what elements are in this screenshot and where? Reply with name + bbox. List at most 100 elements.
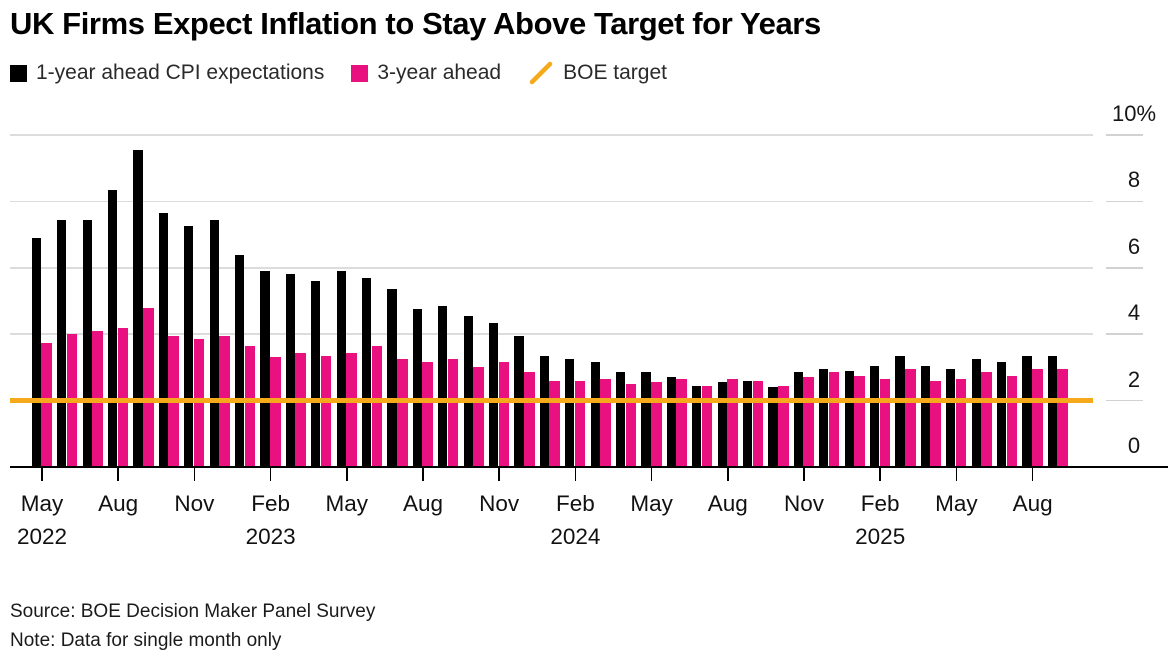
bar-3yr-2023-05 bbox=[346, 352, 357, 467]
bar-1yr-2023-02 bbox=[260, 271, 270, 467]
x-axis-tick-2024-05 bbox=[650, 468, 653, 481]
bar-3yr-2023-02 bbox=[269, 357, 281, 467]
bar-1yr-2025-09 bbox=[1047, 355, 1057, 467]
x-axis-year-label-2025: 2025 bbox=[855, 524, 906, 549]
bar-3yr-2022-05 bbox=[41, 342, 52, 467]
boe-target-slash-icon bbox=[529, 61, 553, 85]
y-axis-label-8: 8 bbox=[1127, 167, 1141, 193]
y-axis-tick-2 bbox=[1106, 399, 1143, 402]
bar-1yr-2023-10 bbox=[463, 315, 473, 467]
x-axis-label-2024-11: Nov bbox=[783, 491, 824, 516]
source-text: Source: BOE Decision Maker Panel Survey bbox=[10, 601, 376, 622]
bar-3yr-2023-04 bbox=[320, 355, 332, 467]
x-axis-label-2024-08: Aug bbox=[707, 491, 748, 516]
bar-3yr-2022-08 bbox=[117, 327, 129, 467]
bar-1yr-2025-04 bbox=[920, 365, 930, 467]
y-axis-tick-4 bbox=[1106, 333, 1143, 335]
bar-1yr-2025-02 bbox=[869, 365, 880, 467]
bar-1yr-2025-03 bbox=[895, 355, 905, 467]
bar-3yr-2023-11 bbox=[498, 362, 510, 467]
x-axis-tick-2023-11 bbox=[498, 468, 500, 481]
x-axis-tick-2023-05 bbox=[346, 468, 348, 481]
x-axis-label-2025-02: Feb bbox=[860, 491, 900, 516]
bar-3yr-2023-09 bbox=[447, 359, 459, 467]
bar-3yr-2024-01 bbox=[549, 380, 560, 467]
x-axis-tick-2023-02 bbox=[269, 468, 272, 481]
bar-3yr-2023-12 bbox=[523, 372, 535, 467]
bar-1yr-2022-11 bbox=[184, 226, 194, 467]
bar-1yr-2023-04 bbox=[311, 281, 321, 467]
y-axis-label-0: 0 bbox=[1127, 433, 1141, 458]
bar-1yr-2024-10 bbox=[768, 387, 778, 467]
x-axis-label-2025-08: Aug bbox=[1012, 491, 1053, 516]
bar-1yr-2023-09 bbox=[438, 306, 448, 467]
bar-3yr-2023-10 bbox=[473, 367, 484, 467]
bar-1yr-2023-01 bbox=[234, 254, 245, 467]
bar-3yr-2025-05 bbox=[955, 379, 967, 467]
y-axis-tick-8 bbox=[1106, 200, 1143, 203]
x-axis-year-label-2023: 2023 bbox=[245, 524, 296, 549]
bar-1yr-2024-08 bbox=[717, 382, 727, 467]
gridline-10 bbox=[10, 134, 1093, 136]
x-axis-tick-2022-11 bbox=[193, 468, 196, 481]
x-axis-label-2024-02: Feb bbox=[556, 491, 595, 516]
bar-3yr-2023-08 bbox=[422, 362, 433, 467]
bar-1yr-2024-12 bbox=[819, 369, 829, 467]
bar-1yr-2022-10 bbox=[158, 213, 168, 467]
y-axis-tick-6 bbox=[1106, 267, 1143, 269]
bar-1yr-2024-09 bbox=[742, 380, 753, 467]
bar-3yr-2024-03 bbox=[600, 379, 611, 467]
bar-3yr-2025-06 bbox=[981, 372, 992, 467]
bar-3yr-2024-08 bbox=[727, 379, 738, 467]
legend-swatch-3yr-square-icon bbox=[351, 64, 369, 82]
bar-1yr-2022-07 bbox=[82, 219, 92, 467]
x-axis-label-2023-02: Feb bbox=[251, 491, 290, 516]
bar-1yr-2022-09 bbox=[133, 149, 143, 467]
gridline-4 bbox=[10, 333, 1093, 335]
x-axis-line bbox=[10, 466, 1168, 469]
chart-title: UK Firms Expect Inflation to Stay Above … bbox=[10, 6, 821, 41]
bar-3yr-2022-09 bbox=[142, 307, 154, 467]
bar-3yr-2025-03 bbox=[904, 369, 916, 467]
bar-1yr-2024-04 bbox=[615, 372, 626, 467]
x-axis-label-2024-05: May bbox=[630, 491, 673, 516]
x-axis-year-label-2022: 2022 bbox=[16, 524, 68, 549]
bar-1yr-2025-08 bbox=[1022, 355, 1032, 467]
x-axis-tick-2025-08 bbox=[1031, 468, 1034, 481]
bar-3yr-2024-06 bbox=[676, 379, 687, 467]
bar-3yr-2024-09 bbox=[752, 380, 764, 467]
bar-1yr-2022-05 bbox=[31, 237, 41, 467]
bar-1yr-2023-08 bbox=[412, 309, 422, 467]
bar-3yr-2023-07 bbox=[396, 359, 408, 467]
bar-1yr-2025-01 bbox=[844, 370, 854, 467]
source-note-block: Source: BOE Decision Maker Panel Survey … bbox=[10, 598, 375, 655]
gridline-8 bbox=[10, 200, 1093, 203]
x-axis-label-2022-08: Aug bbox=[98, 491, 139, 516]
legend-swatch-1yr-square-icon bbox=[10, 64, 27, 82]
bar-1yr-2024-11 bbox=[793, 372, 803, 467]
bar-3yr-2025-02 bbox=[879, 379, 891, 467]
x-axis-tick-2025-05 bbox=[955, 468, 958, 481]
bar-3yr-2025-07 bbox=[1006, 375, 1018, 467]
bar-1yr-2023-06 bbox=[361, 277, 372, 467]
bar-3yr-2023-03 bbox=[295, 352, 306, 467]
note-text: Note: Data for single month only bbox=[10, 629, 282, 651]
x-axis-label-2022-05: May bbox=[20, 491, 64, 516]
x-axis-year-label-2024: 2024 bbox=[550, 524, 601, 549]
bar-1yr-2025-07 bbox=[996, 362, 1007, 467]
x-axis-label-2023-05: May bbox=[325, 491, 369, 516]
bar-1yr-2023-03 bbox=[285, 274, 295, 467]
bar-1yr-2024-02 bbox=[565, 359, 575, 467]
bar-3yr-2025-04 bbox=[930, 380, 941, 467]
x-axis-label-2023-08: Aug bbox=[402, 491, 444, 516]
bar-1yr-2022-06 bbox=[57, 219, 67, 467]
x-axis-tick-2024-02 bbox=[574, 468, 577, 481]
y-axis-label-10: 10% bbox=[1111, 101, 1157, 126]
bar-3yr-2024-11 bbox=[803, 377, 814, 467]
bar-3yr-2023-06 bbox=[371, 345, 383, 467]
x-axis-tick-2024-08 bbox=[727, 468, 729, 481]
bar-1yr-2023-07 bbox=[387, 289, 397, 467]
y-axis-tick-10 bbox=[1106, 134, 1143, 136]
bar-1yr-2025-06 bbox=[971, 359, 981, 467]
